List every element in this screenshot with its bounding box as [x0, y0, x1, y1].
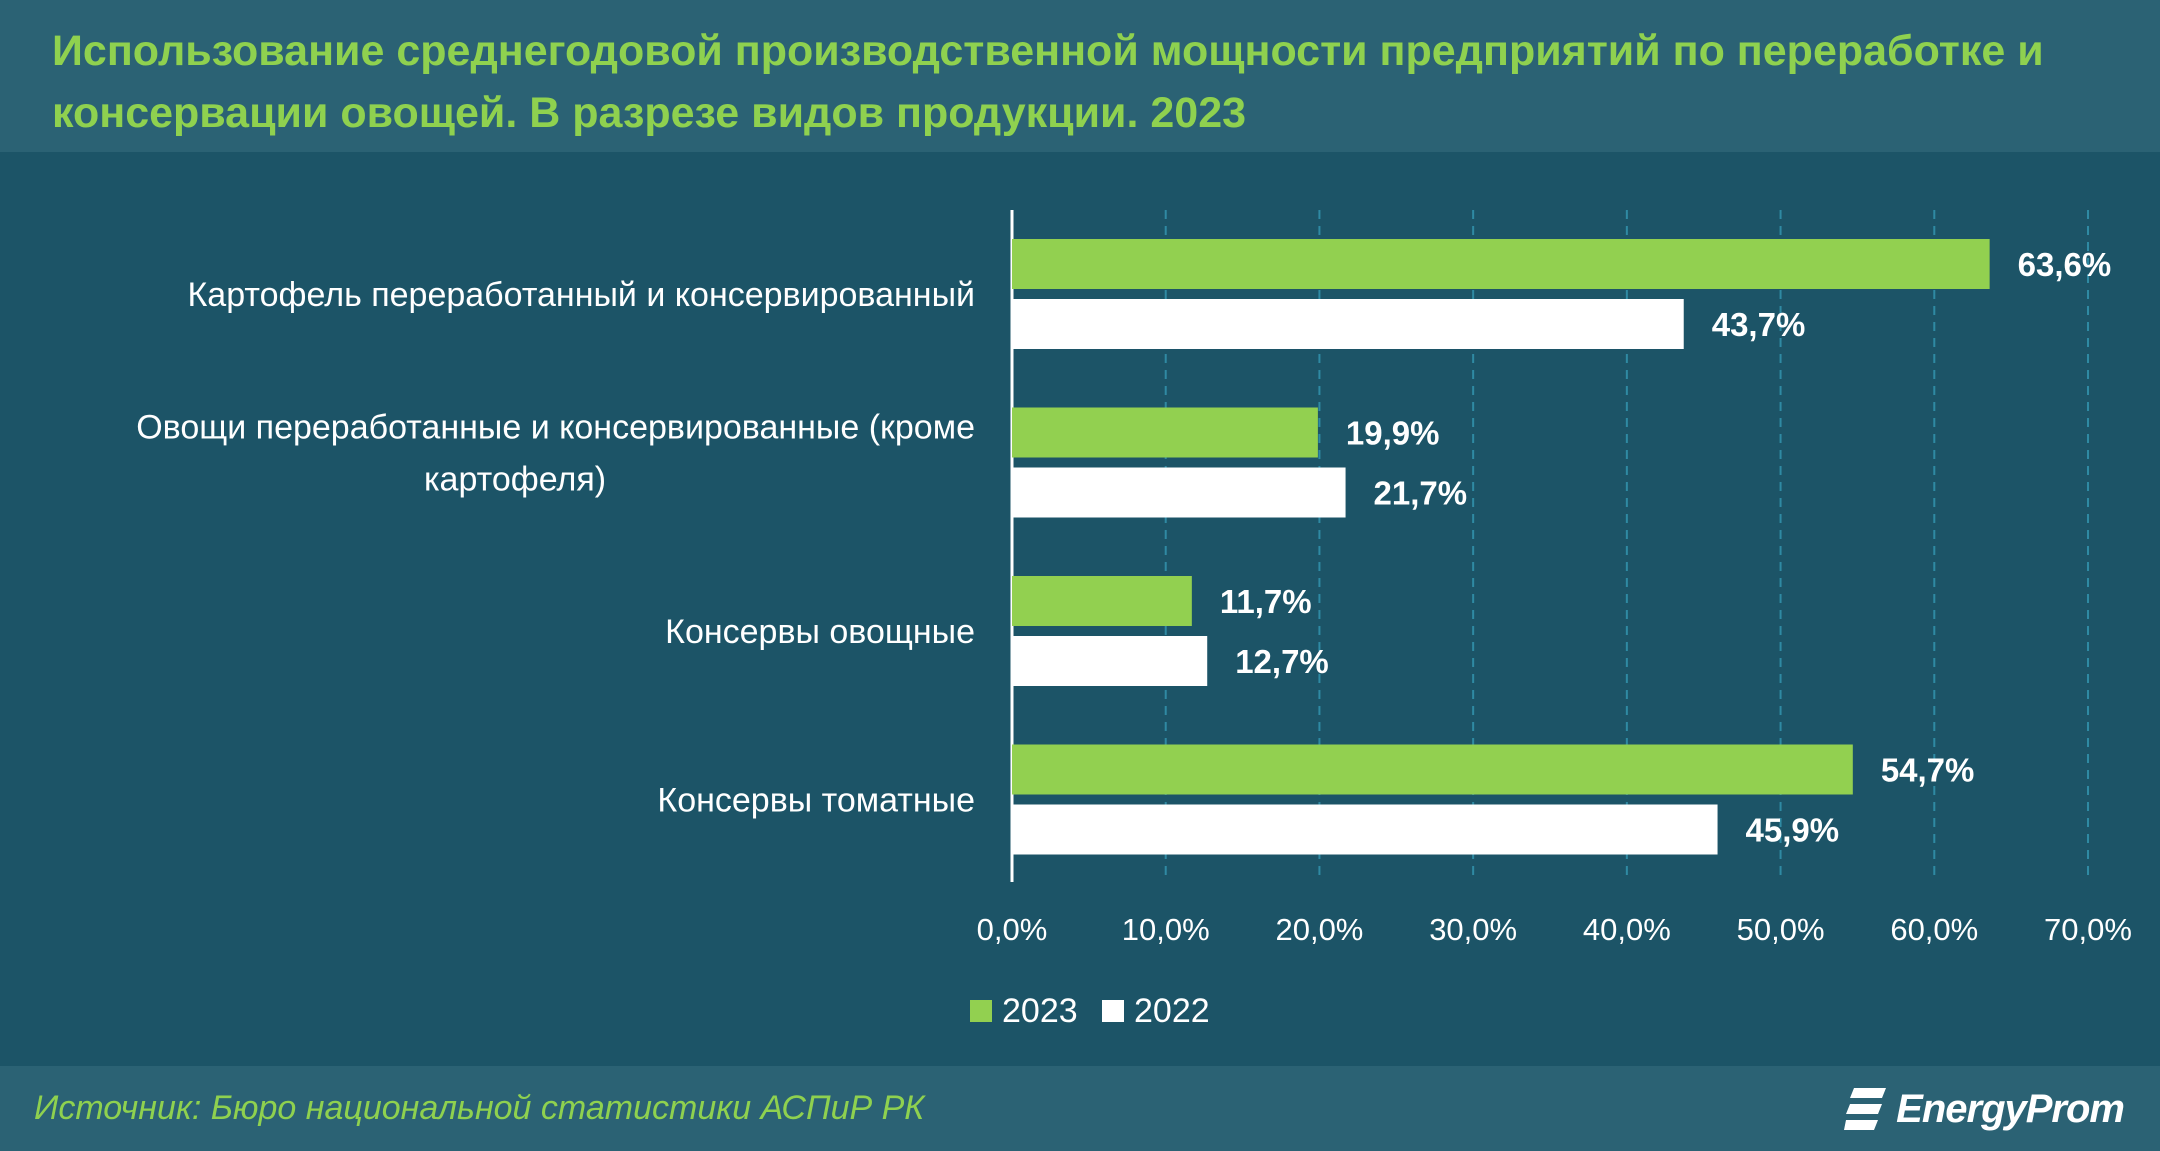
legend-label: 2023 [1002, 992, 1078, 1030]
category-label: Консервы овощные [665, 613, 975, 651]
legend-label: 2022 [1134, 992, 1210, 1030]
logo-text: EnergyProm [1896, 1086, 2125, 1131]
data-label: 21,7% [1374, 475, 1468, 512]
category-label: Овощи переработанные и консервированные … [136, 409, 975, 499]
legend-swatch-2023 [970, 1000, 992, 1022]
footer-banner: Источник: Бюро национальной статистики А… [0, 1066, 2160, 1151]
data-label: 11,7% [1220, 583, 1312, 620]
bar-2023 [1012, 576, 1192, 626]
x-tick-label: 60,0% [1890, 912, 1978, 947]
logo-mark-icon [1844, 1088, 1887, 1130]
bar-2022 [1012, 636, 1208, 686]
category-label-line: Овощи переработанные и консервированные … [136, 409, 975, 447]
energyprom-logo: EnergyProm [1844, 1080, 2125, 1138]
x-tick-label: 40,0% [1583, 912, 1671, 947]
bar-2022 [1012, 467, 1346, 518]
legend-swatch-2022 [1102, 1000, 1124, 1022]
category-labels: Картофель переработанный и консервирован… [136, 276, 975, 820]
source-note: Источник: Бюро национальной статистики А… [34, 1089, 925, 1127]
x-axis-ticks: 0,0% 10,0% 20,0% 30,0% 40,0% 50,0% 60,0% 70,0% [977, 912, 2132, 947]
x-tick-label: 50,0% [1737, 912, 1825, 947]
chart-title: Использование среднегодовой производстве… [52, 27, 2044, 137]
category-label: Картофель переработанный и консервирован… [188, 276, 976, 314]
x-tick-label: 0,0% [977, 912, 1048, 947]
bar-2022 [1012, 804, 1718, 855]
bars [1012, 239, 1990, 855]
header-banner: Использование среднегодовой производстве… [0, 0, 2160, 152]
legend: 2023 2022 [970, 992, 1210, 1030]
data-label: 19,9% [1346, 415, 1440, 452]
category-label-line: картофеля) [424, 461, 606, 499]
x-tick-label: 30,0% [1429, 912, 1517, 947]
bar-2023 [1012, 407, 1318, 458]
data-label: 54,7% [1881, 752, 1975, 789]
category-label: Консервы томатные [657, 782, 975, 820]
bar-2023 [1012, 239, 1990, 289]
data-label: 12,7% [1235, 643, 1329, 680]
x-tick-label: 10,0% [1122, 912, 1210, 947]
data-label: 45,9% [1746, 812, 1840, 849]
bar-chart: 63,6% 43,7% 19,9% 21,7% 11,7% 12,7% 54,7% 45,9%… [136, 210, 2132, 1030]
data-label: 43,7% [1712, 306, 1806, 343]
data-label: 63,6% [2018, 246, 2112, 283]
data-labels: 63,6% 43,7% 19,9% 21,7% 11,7% 12,7% 54,7% 45,9% [1220, 246, 2111, 849]
bar-2023 [1012, 744, 1853, 795]
bar-2022 [1012, 299, 1684, 349]
x-tick-label: 70,0% [2044, 912, 2132, 947]
x-tick-label: 20,0% [1275, 912, 1363, 947]
